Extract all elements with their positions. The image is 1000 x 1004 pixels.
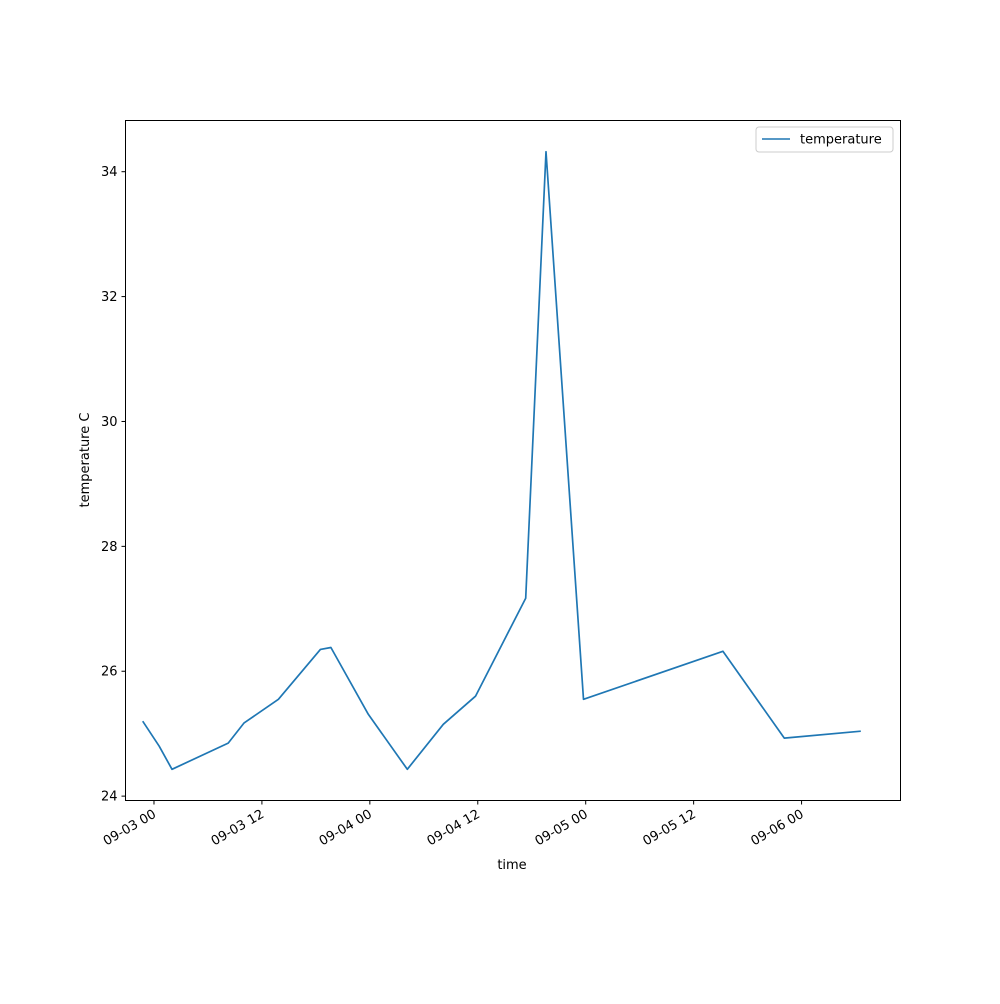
- y-tick-label: 28: [101, 540, 118, 555]
- y-tick-label: 26: [101, 665, 118, 680]
- legend-box: [755, 126, 894, 153]
- y-tick-label: 34: [101, 165, 118, 180]
- series-line-temperature: [141, 150, 861, 771]
- y-tick-label: 30: [101, 415, 118, 430]
- legend-label: temperature: [800, 133, 882, 148]
- y-tick-label: 24: [101, 790, 118, 805]
- legend: temperature: [755, 126, 894, 153]
- x-tick-label: 09-04 12: [425, 807, 483, 849]
- y-axis-label: temperature C: [78, 413, 93, 508]
- x-tick-label: 09-05 12: [641, 807, 699, 849]
- y-tick-label: 32: [101, 290, 118, 305]
- x-tick-label: 09-06 00: [748, 807, 806, 849]
- x-tick-label: 09-05 00: [533, 807, 591, 849]
- x-axis-label: time: [497, 858, 526, 873]
- x-tick-label: 09-03 12: [209, 807, 267, 849]
- x-tick-label: 09-04 00: [317, 807, 375, 849]
- x-tick-label: 09-03 00: [101, 807, 159, 849]
- plot-area: [125, 120, 901, 801]
